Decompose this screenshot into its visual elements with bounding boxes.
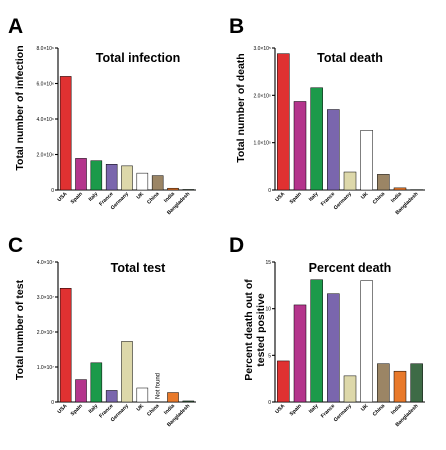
- y-axis-label: Total number of infection: [14, 45, 26, 170]
- x-tick-label: UK: [360, 403, 370, 413]
- x-tick-label: UK: [136, 403, 146, 413]
- x-tick-label: USA: [274, 191, 286, 203]
- bar-spain: [293, 101, 307, 191]
- y-axis-label: Total number of death: [235, 53, 247, 162]
- bar-italy: [310, 279, 323, 403]
- x-tick-label: China: [146, 191, 161, 206]
- bar-uk: [360, 280, 373, 403]
- bar-bangladesh: [410, 189, 423, 191]
- y-tick-label: 1.0×10⁵: [253, 141, 271, 147]
- bar-italy: [310, 87, 323, 191]
- bar-china: [377, 174, 390, 191]
- y-tick-label: 0: [268, 400, 271, 406]
- panel-letter: C: [8, 234, 23, 257]
- bar-usa: [277, 360, 290, 403]
- x-tick-label: China: [372, 191, 387, 206]
- y-tick-label: 0: [51, 188, 54, 194]
- bar-france: [327, 293, 340, 403]
- x-tick-label: China: [372, 403, 387, 418]
- bar-india: [167, 392, 179, 403]
- x-tick-label: Italy: [308, 191, 320, 203]
- y-tick-label: 0: [268, 188, 271, 194]
- x-tick-label: Germany: [333, 191, 353, 211]
- x-tick-label: Spain: [70, 403, 84, 417]
- bar-france: [105, 164, 118, 191]
- panel-letter: D: [229, 234, 244, 257]
- x-tick-label: China: [146, 403, 161, 418]
- bar-china: [151, 175, 164, 191]
- x-tick-label: Italy: [308, 403, 320, 415]
- x-tick-label: Italy: [88, 403, 100, 415]
- y-tick-label: 15: [265, 260, 271, 266]
- bar-bangladesh: [182, 189, 195, 191]
- y-axis-label: Total number of test: [14, 279, 26, 380]
- y-tick-label: 3.0×10⁵: [253, 46, 271, 52]
- bar-usa: [59, 76, 72, 191]
- x-tick-label: India: [390, 403, 403, 416]
- bar-india: [167, 187, 179, 191]
- x-tick-label: Italy: [88, 191, 100, 203]
- chart-title: Total test: [111, 261, 166, 275]
- bar-germany: [121, 341, 133, 403]
- bar-bangladesh: [182, 400, 195, 403]
- panel-letter: A: [8, 15, 23, 38]
- y-tick-label: 6.0×10⁶: [37, 82, 55, 88]
- bar-india: [393, 187, 407, 191]
- bar-germany: [343, 171, 357, 191]
- panel-d: D Percent death Percent death out of tested…: [229, 234, 425, 428]
- x-tick-label: Spain: [70, 191, 84, 205]
- not-found-annotation: Not found: [156, 373, 162, 399]
- y-tick-label: 10: [265, 307, 271, 313]
- y-tick-label: 8.0×10⁶: [37, 46, 55, 52]
- panel-b: B Total death Total number of death 0 1.0×10…: [229, 15, 425, 216]
- chart-title: Total death: [317, 51, 383, 65]
- bar-uk: [136, 172, 149, 191]
- x-tick-label: USA: [57, 191, 69, 203]
- y-tick-label: 5: [268, 353, 271, 359]
- y-tick-label: 4.0×10⁷: [37, 260, 54, 266]
- y-axis-label-line: tested positive: [255, 293, 267, 367]
- x-tick-label: India: [163, 191, 176, 204]
- y-tick-label: 2.0×10⁷: [37, 330, 54, 336]
- x-tick-label: India: [163, 403, 176, 416]
- bar-bangladesh: [410, 363, 423, 403]
- x-tick-label: Germany: [333, 403, 353, 423]
- chart-title: Total infection: [96, 51, 181, 65]
- bar-china: [377, 363, 390, 403]
- bar-germany: [121, 165, 133, 191]
- x-tick-label: USA: [57, 403, 69, 415]
- bar-uk: [360, 130, 373, 191]
- bar-india: [393, 370, 407, 403]
- x-tick-label: Spain: [289, 403, 303, 417]
- x-tick-label: UK: [360, 191, 370, 201]
- x-tick-label: Spain: [289, 191, 303, 205]
- y-tick-label: 4.0×10⁶: [37, 117, 55, 123]
- y-tick-label: 1.0×10⁷: [37, 365, 54, 371]
- panel-a: A Total infection Total number of infectio…: [8, 15, 196, 216]
- y-axis-label-line: Percent death out of: [243, 279, 255, 381]
- y-tick-label: 2.0×10⁶: [37, 153, 55, 159]
- bar-uk: [136, 387, 149, 403]
- bar-spain: [75, 158, 87, 191]
- bar-spain: [75, 379, 87, 403]
- y-tick-label: 2.0×10⁵: [253, 93, 271, 99]
- bar-spain: [293, 304, 307, 403]
- y-tick-label: 0: [51, 400, 54, 406]
- x-tick-label: USA: [274, 403, 286, 415]
- chart-title: Percent death: [309, 261, 392, 275]
- panel-letter: B: [229, 15, 244, 38]
- bar-usa: [59, 288, 72, 403]
- bar-italy: [90, 160, 103, 191]
- x-tick-label: India: [390, 191, 403, 204]
- panel-c: C Total test Total number of test 0 1.0×10⁷ 2…: [8, 234, 196, 428]
- x-tick-label: UK: [136, 191, 146, 201]
- bar-germany: [343, 375, 357, 403]
- y-tick-label: 3.0×10⁷: [37, 295, 54, 301]
- bar-france: [327, 109, 340, 191]
- bar-france: [105, 390, 118, 403]
- bar-usa: [277, 53, 290, 191]
- bar-italy: [90, 362, 103, 403]
